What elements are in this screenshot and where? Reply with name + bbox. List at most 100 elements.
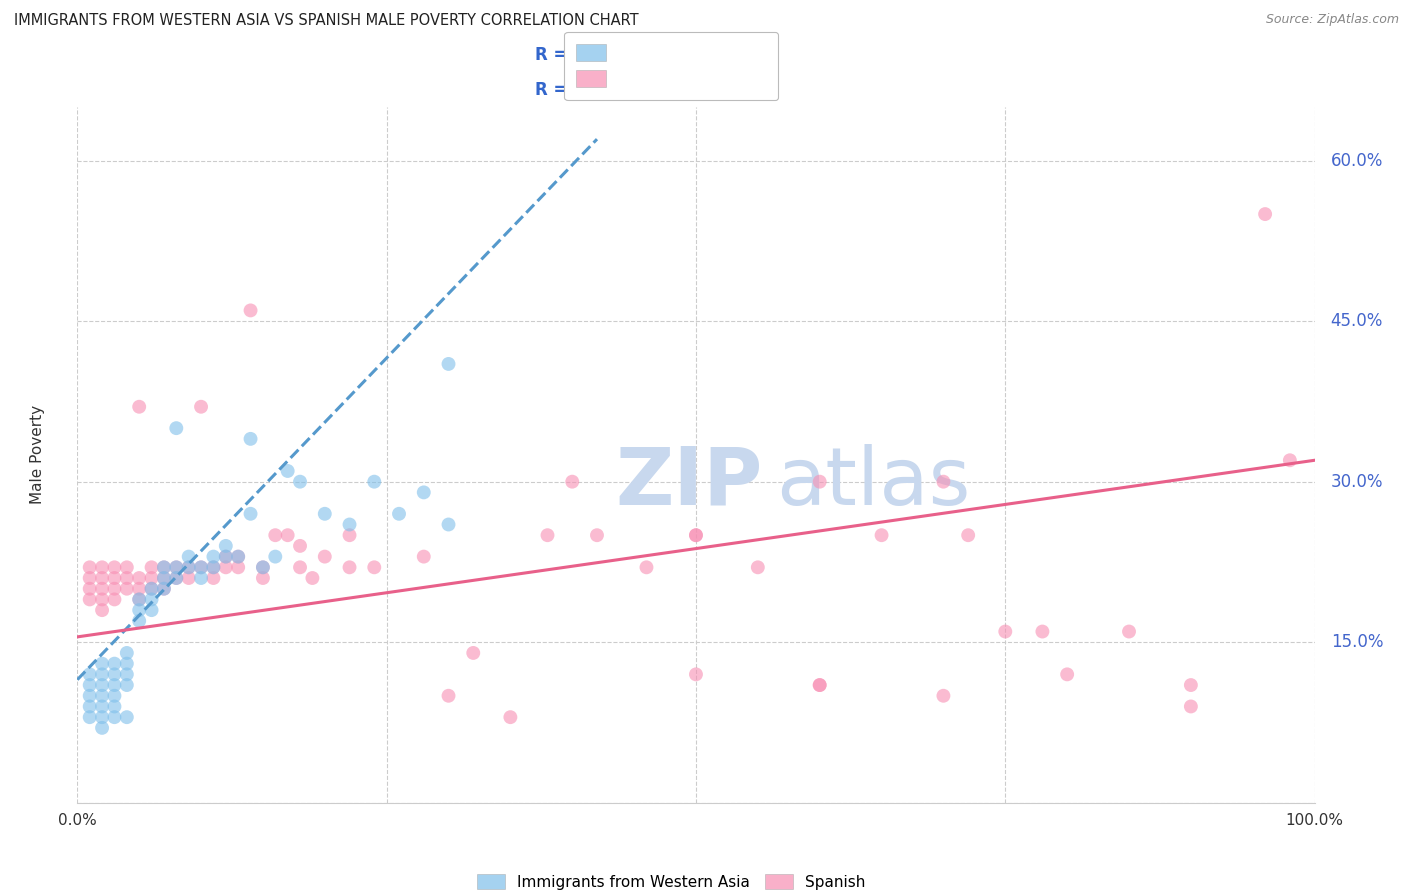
Point: [153, 582, 176, 596]
Text: 45.0%: 45.0%: [1330, 312, 1384, 330]
Point: [115, 678, 138, 692]
Point: [1180, 699, 1202, 714]
Point: [685, 667, 707, 681]
Point: [91, 582, 114, 596]
Text: 15.0%: 15.0%: [1330, 633, 1384, 651]
Point: [128, 592, 150, 607]
Point: [586, 528, 609, 542]
Point: [91, 699, 114, 714]
Point: [339, 517, 361, 532]
Point: [636, 560, 658, 574]
Point: [103, 560, 125, 574]
Text: atlas: atlas: [776, 443, 970, 522]
Point: [128, 614, 150, 628]
Text: N = 77: N = 77: [709, 80, 770, 99]
Point: [264, 549, 287, 564]
Point: [79, 710, 101, 724]
Point: [115, 560, 138, 574]
Point: [288, 560, 311, 574]
Point: [215, 549, 238, 564]
Point: [1031, 624, 1053, 639]
Point: [499, 710, 522, 724]
Point: [91, 560, 114, 574]
Point: [141, 603, 163, 617]
Point: [141, 592, 163, 607]
Point: [103, 582, 125, 596]
Point: [115, 667, 138, 681]
Point: [314, 507, 336, 521]
Point: [437, 689, 460, 703]
Point: [808, 678, 831, 692]
Point: [252, 560, 274, 574]
Point: [339, 560, 361, 574]
Point: [239, 303, 262, 318]
Point: [226, 560, 249, 574]
Point: [128, 592, 150, 607]
Point: [747, 560, 769, 574]
Point: [103, 592, 125, 607]
Point: [561, 475, 583, 489]
Text: N = 57: N = 57: [709, 45, 770, 64]
Point: [91, 678, 114, 692]
Point: [165, 560, 187, 574]
Point: [437, 517, 460, 532]
Point: [202, 549, 225, 564]
Point: [1056, 667, 1078, 681]
Point: [957, 528, 980, 542]
Text: 60.0%: 60.0%: [1330, 152, 1384, 169]
Point: [301, 571, 323, 585]
Point: [314, 549, 336, 564]
Point: [91, 603, 114, 617]
Point: [177, 560, 200, 574]
Point: [141, 560, 163, 574]
Point: [115, 710, 138, 724]
Text: R = 0.487: R = 0.487: [536, 45, 626, 64]
Text: 0.0%: 0.0%: [58, 814, 97, 829]
Point: [463, 646, 485, 660]
Point: [128, 582, 150, 596]
Point: [103, 667, 125, 681]
Point: [115, 582, 138, 596]
Point: [239, 507, 262, 521]
Point: [165, 571, 187, 585]
Point: [1278, 453, 1301, 467]
Point: [437, 357, 460, 371]
Text: IMMIGRANTS FROM WESTERN ASIA VS SPANISH MALE POVERTY CORRELATION CHART: IMMIGRANTS FROM WESTERN ASIA VS SPANISH …: [14, 13, 638, 29]
Point: [103, 689, 125, 703]
Point: [412, 485, 434, 500]
Point: [932, 475, 955, 489]
Point: [91, 689, 114, 703]
Point: [177, 560, 200, 574]
Point: [685, 528, 707, 542]
Point: [79, 560, 101, 574]
Legend: Immigrants from Western Asia, Spanish: Immigrants from Western Asia, Spanish: [470, 866, 873, 892]
Point: [226, 549, 249, 564]
Point: [932, 689, 955, 703]
Point: [288, 475, 311, 489]
Point: [808, 678, 831, 692]
Point: [239, 432, 262, 446]
Point: [226, 549, 249, 564]
Point: [190, 560, 212, 574]
Point: [363, 560, 385, 574]
Point: [153, 560, 176, 574]
Point: [91, 592, 114, 607]
Point: [91, 657, 114, 671]
Point: [202, 560, 225, 574]
Point: [153, 571, 176, 585]
Point: [153, 560, 176, 574]
Point: [128, 400, 150, 414]
Point: [388, 507, 411, 521]
Point: [79, 689, 101, 703]
Point: [79, 678, 101, 692]
Point: [128, 603, 150, 617]
Point: [165, 571, 187, 585]
Point: [277, 528, 299, 542]
Point: [103, 678, 125, 692]
Point: [91, 710, 114, 724]
Point: [177, 549, 200, 564]
Point: [79, 582, 101, 596]
Point: [153, 582, 176, 596]
Point: [536, 528, 558, 542]
Point: [141, 571, 163, 585]
